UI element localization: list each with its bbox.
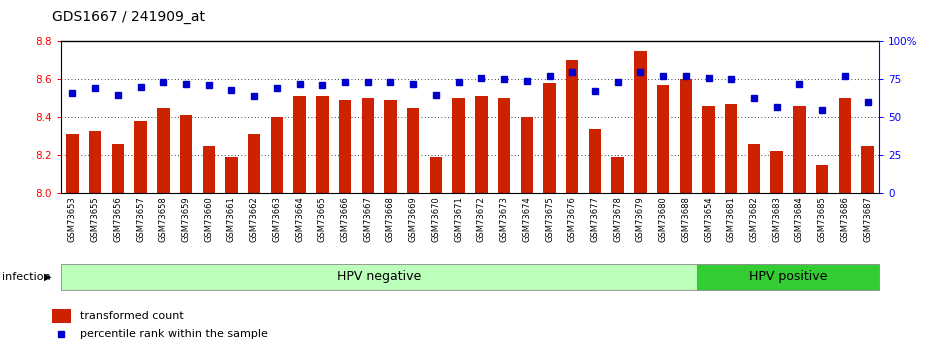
Bar bbox=[725, 104, 738, 193]
Text: ▶: ▶ bbox=[44, 272, 52, 282]
Text: HPV negative: HPV negative bbox=[337, 270, 421, 283]
Text: GDS1667 / 241909_at: GDS1667 / 241909_at bbox=[52, 10, 205, 24]
Text: infection: infection bbox=[2, 272, 51, 282]
Bar bbox=[680, 79, 692, 193]
Bar bbox=[498, 98, 510, 193]
Bar bbox=[362, 98, 374, 193]
Bar bbox=[89, 131, 102, 193]
Bar bbox=[66, 134, 79, 193]
Bar bbox=[771, 151, 783, 193]
Bar bbox=[521, 117, 533, 193]
Bar bbox=[816, 165, 828, 193]
Bar bbox=[697, 264, 879, 290]
Bar bbox=[248, 134, 260, 193]
Bar bbox=[202, 146, 215, 193]
Bar bbox=[543, 83, 556, 193]
Bar bbox=[452, 98, 465, 193]
Bar bbox=[338, 100, 352, 193]
Bar bbox=[407, 108, 419, 193]
Bar bbox=[180, 116, 193, 193]
Bar bbox=[566, 60, 578, 193]
Text: transformed count: transformed count bbox=[80, 311, 183, 321]
Bar bbox=[430, 157, 442, 193]
Bar bbox=[384, 100, 397, 193]
Text: percentile rank within the sample: percentile rank within the sample bbox=[80, 329, 268, 339]
Bar bbox=[226, 157, 238, 193]
Bar bbox=[134, 121, 147, 193]
Bar bbox=[861, 146, 874, 193]
Bar bbox=[588, 129, 602, 193]
Text: HPV positive: HPV positive bbox=[749, 270, 827, 283]
Bar bbox=[271, 117, 283, 193]
Bar bbox=[52, 309, 70, 323]
Bar bbox=[157, 108, 169, 193]
Bar bbox=[293, 97, 306, 193]
Bar bbox=[316, 97, 329, 193]
Bar bbox=[475, 97, 488, 193]
Bar bbox=[634, 51, 647, 193]
Bar bbox=[793, 106, 806, 193]
Bar bbox=[61, 264, 697, 290]
Bar bbox=[838, 98, 851, 193]
Bar bbox=[112, 144, 124, 193]
Bar bbox=[611, 157, 624, 193]
Bar bbox=[747, 144, 760, 193]
Bar bbox=[657, 85, 669, 193]
Bar bbox=[702, 106, 714, 193]
